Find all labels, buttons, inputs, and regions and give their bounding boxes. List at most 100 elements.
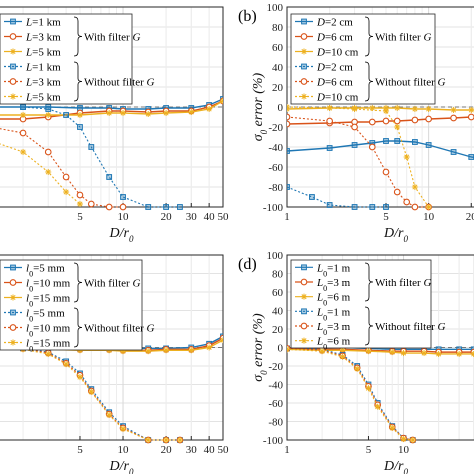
data-point-stroke bbox=[10, 294, 16, 301]
data-point-stroke bbox=[77, 201, 83, 207]
data-point-stroke bbox=[426, 106, 432, 112]
legend-group-brace bbox=[73, 262, 83, 303]
data-point bbox=[76, 191, 84, 199]
legend-group-label: With filter G bbox=[375, 277, 431, 289]
data-point-stroke bbox=[400, 350, 407, 356]
series-line bbox=[287, 116, 429, 208]
series-l0-15-mm-without bbox=[0, 346, 183, 443]
legend-group-label: Without filter G bbox=[375, 321, 446, 333]
data-point bbox=[326, 117, 333, 125]
panel-label: (d) bbox=[238, 256, 257, 273]
data-point-stroke bbox=[426, 204, 432, 210]
data-point-stroke bbox=[206, 344, 212, 351]
data-point-stroke bbox=[45, 351, 51, 357]
x-tick-label: 50 bbox=[218, 444, 230, 456]
data-point bbox=[44, 148, 52, 156]
x-axis-label: D/r0 bbox=[109, 459, 134, 474]
data-point bbox=[425, 142, 432, 148]
data-point bbox=[326, 105, 333, 111]
data-point bbox=[106, 412, 113, 419]
panel-2: 1 5 10 20 -100 -80 -60 -40 -20 0 20 40 60 80 100 D/r0 σ0… bbox=[238, 2, 474, 244]
data-point bbox=[45, 350, 52, 357]
data-point-stroke bbox=[287, 106, 290, 110]
data-point bbox=[301, 337, 307, 344]
data-point bbox=[88, 388, 95, 395]
x-tick-label: 1 bbox=[284, 444, 290, 456]
legend-group-label: Without filter G bbox=[84, 323, 155, 335]
data-point-stroke bbox=[188, 109, 194, 115]
data-point-stroke bbox=[301, 294, 307, 300]
panel-label: (b) bbox=[238, 8, 257, 25]
series-L-5-km-without bbox=[0, 143, 83, 207]
data-point bbox=[411, 203, 419, 211]
data-point bbox=[301, 293, 307, 300]
data-point-stroke bbox=[383, 108, 389, 114]
data-point-stroke bbox=[163, 110, 169, 116]
legend-entry: D=2 cm bbox=[316, 17, 353, 29]
data-point bbox=[394, 124, 401, 130]
data-point-stroke bbox=[163, 347, 169, 353]
data-point bbox=[163, 110, 170, 116]
data-point bbox=[468, 107, 474, 113]
data-point-stroke bbox=[436, 351, 442, 357]
y-axis-label: σ0 error (%) bbox=[251, 72, 269, 141]
y-tick-label: -60 bbox=[268, 398, 283, 410]
panel-4: 151050-100-80-60-40-20020406080100D/r0σ0… bbox=[238, 250, 474, 474]
data-point bbox=[369, 204, 376, 210]
data-point-stroke bbox=[365, 385, 372, 391]
x-tick-label: 5 bbox=[366, 444, 372, 456]
data-point bbox=[45, 112, 52, 118]
legend-group-label: With filter G bbox=[84, 278, 140, 290]
y-tick-label: 60 bbox=[272, 287, 284, 299]
data-point-stroke bbox=[412, 184, 418, 190]
data-point bbox=[383, 108, 389, 114]
legend-entry: l0=10 mm bbox=[26, 278, 71, 294]
data-point bbox=[206, 344, 213, 351]
data-point bbox=[287, 104, 290, 110]
y-tick-label: -60 bbox=[268, 162, 283, 174]
data-point bbox=[287, 120, 291, 128]
data-point bbox=[106, 174, 113, 180]
legend: L=1 km L=3 km L=5 km L=1 km L=3 km L=5 km With… bbox=[0, 13, 155, 105]
data-point-stroke bbox=[301, 93, 307, 100]
series-L-3-km-without bbox=[0, 128, 127, 211]
legend-entry: L0=1 m bbox=[316, 306, 351, 322]
data-point bbox=[368, 143, 376, 151]
data-point bbox=[421, 350, 428, 357]
series-line bbox=[287, 140, 474, 159]
data-point bbox=[411, 106, 418, 112]
x-tick-label: 30 bbox=[186, 211, 198, 223]
legend-entry: D=2 cm bbox=[316, 62, 353, 74]
data-point bbox=[425, 204, 432, 210]
data-point-stroke bbox=[45, 112, 51, 118]
data-point bbox=[389, 349, 396, 356]
x-tick-label: 20 bbox=[161, 211, 173, 223]
data-point bbox=[301, 264, 307, 271]
legend-entry: L=5 km bbox=[25, 92, 61, 104]
data-point bbox=[120, 194, 126, 200]
data-point bbox=[188, 109, 195, 115]
data-point bbox=[301, 18, 307, 25]
data-point-stroke bbox=[389, 425, 395, 431]
data-point-stroke bbox=[220, 100, 223, 104]
y-tick-label: 40 bbox=[272, 62, 284, 74]
y-tick-label: 20 bbox=[272, 82, 284, 94]
data-point-stroke bbox=[456, 351, 462, 357]
data-point bbox=[301, 308, 307, 315]
data-point bbox=[145, 348, 152, 355]
data-point bbox=[145, 111, 152, 117]
data-point bbox=[176, 437, 183, 443]
legend-entry: D=10 cm bbox=[316, 47, 359, 59]
x-tick-label: 5 bbox=[383, 211, 389, 223]
series-L0-1-m-without bbox=[287, 345, 416, 443]
data-point bbox=[450, 107, 457, 113]
legend-entry: l0=15 mm bbox=[26, 293, 71, 309]
legend-group-label: Without filter G bbox=[84, 77, 155, 89]
series-D-10-cm-without bbox=[287, 104, 432, 210]
data-point bbox=[412, 139, 418, 145]
legend-group-label: With filter G bbox=[84, 32, 140, 44]
data-point bbox=[450, 114, 457, 122]
data-point bbox=[411, 116, 419, 124]
data-point bbox=[20, 112, 27, 118]
data-point bbox=[88, 144, 95, 150]
